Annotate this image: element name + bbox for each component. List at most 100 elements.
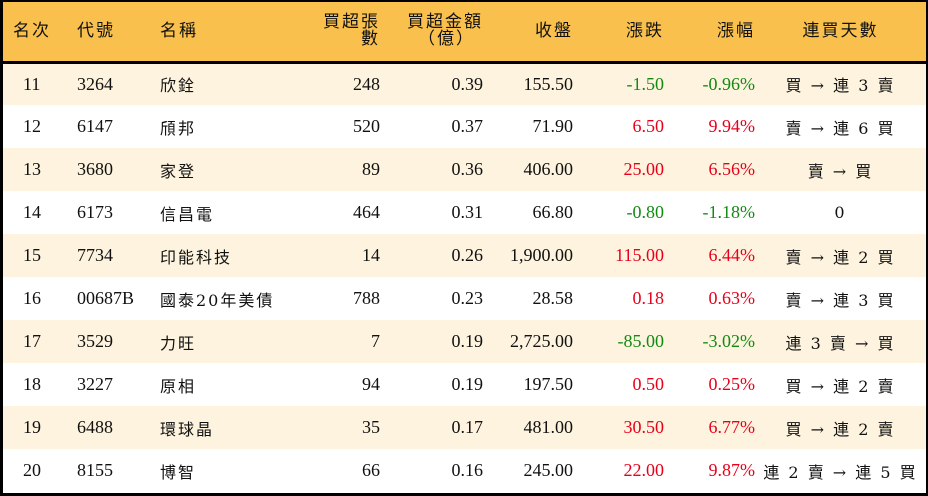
code-cell: 6173	[77, 202, 113, 222]
table-row: 17 3529 力旺 7 0.19 2,725.00 -85.00 -3.02%…	[3, 320, 926, 363]
streak-cell: 賣 → 連 3 買	[785, 290, 896, 310]
header-streak: 連買天數	[802, 20, 879, 41]
close-cell: 481.00	[523, 417, 574, 437]
net-buy-ranking-table: 名次 代號 名稱 買超張數 買超金額 （億） 收盤 漲跌 漲幅 連買天數 11 …	[3, 2, 926, 492]
rank-cell: 12	[23, 116, 41, 136]
table-row: 15 7734 印能科技 14 0.26 1,900.00 115.00 6.4…	[3, 234, 926, 277]
table-row: 13 3680 家登 89 0.36 406.00 25.00 6.56% 賣 …	[3, 148, 926, 191]
header-close: 收盤	[535, 20, 573, 41]
streak-cell: 買 → 連 2 賣	[785, 419, 896, 439]
streak-cell: 買 → 連 2 賣	[785, 376, 896, 396]
close-cell: 155.50	[523, 73, 574, 94]
change-pct-cell: 9.87%	[708, 460, 756, 480]
change-cell: 0.18	[632, 288, 665, 308]
change-pct-cell: -0.96%	[702, 73, 756, 94]
buy-volume-cell: 94	[362, 374, 380, 394]
close-cell: 1,900.00	[510, 245, 573, 265]
code-cell: 8155	[77, 460, 113, 480]
name-cell: 頎邦	[160, 118, 197, 138]
change-pct-cell: 0.25%	[708, 374, 756, 394]
buy-volume-cell: 520	[353, 116, 380, 136]
table-body: 11 3264 欣銓 248 0.39 155.50 -1.50 -0.96% …	[3, 62, 926, 492]
rank-cell: 11	[23, 73, 41, 94]
header-buy-amount-line1: 買超金額	[407, 12, 483, 33]
header-code: 代號	[77, 20, 115, 41]
rank-cell: 20	[23, 460, 41, 480]
name-cell: 原相	[160, 376, 197, 396]
streak-cell: 賣 → 連 2 買	[785, 247, 896, 267]
close-cell: 2,725.00	[510, 331, 573, 351]
buy-volume-cell: 66	[362, 460, 380, 480]
buy-amount-cell: 0.31	[451, 202, 484, 222]
streak-cell: 連 3 賣 → 買	[785, 333, 896, 353]
header-buy-amount-line2: （億）	[418, 29, 475, 50]
buy-volume-cell: 788	[353, 288, 380, 308]
header-row: 名次 代號 名稱 買超張數 買超金額 （億） 收盤 漲跌 漲幅 連買天數	[3, 2, 926, 62]
change-pct-cell: 6.44%	[708, 245, 756, 265]
rank-cell: 13	[23, 159, 41, 179]
rank-cell: 18	[23, 374, 41, 394]
change-cell: 30.50	[623, 417, 665, 437]
buy-amount-cell: 0.37	[451, 116, 484, 136]
rank-cell: 19	[23, 417, 41, 437]
header-change-pct: 漲幅	[717, 20, 755, 41]
header-buy-volume: 買超張數	[323, 12, 380, 50]
name-cell: 家登	[160, 161, 197, 181]
streak-cell: 賣 → 買	[807, 161, 874, 181]
buy-amount-cell: 0.17	[451, 417, 484, 437]
code-cell: 3529	[77, 331, 113, 351]
name-cell: 力旺	[160, 333, 197, 353]
name-cell: 信昌電	[160, 204, 215, 224]
name-cell: 印能科技	[160, 247, 233, 267]
buy-volume-cell: 35	[362, 417, 380, 437]
buy-amount-cell: 0.19	[451, 374, 484, 394]
name-cell: 欣銓	[160, 76, 197, 96]
header-change: 漲跌	[626, 20, 664, 41]
rank-cell: 15	[23, 245, 41, 265]
buy-amount-cell: 0.23	[451, 288, 484, 308]
table-row: 18 3227 原相 94 0.19 197.50 0.50 0.25% 買 →…	[3, 363, 926, 406]
change-cell: 22.00	[623, 460, 665, 480]
change-cell: -85.00	[617, 331, 665, 351]
buy-amount-cell: 0.19	[451, 331, 484, 351]
code-cell: 6147	[77, 116, 113, 136]
change-cell: 6.50	[632, 116, 665, 136]
code-cell: 7734	[77, 245, 113, 265]
close-cell: 197.50	[523, 374, 574, 394]
rank-cell: 16	[23, 288, 41, 308]
change-pct-cell: 9.94%	[708, 116, 756, 136]
change-cell: 25.00	[623, 159, 665, 179]
code-cell: 3264	[77, 73, 113, 94]
change-pct-cell: 0.63%	[708, 288, 756, 308]
change-cell: -1.50	[626, 73, 665, 94]
table-row: 19 6488 環球晶 35 0.17 481.00 30.50 6.77% 買…	[3, 406, 926, 449]
close-cell: 66.80	[532, 202, 574, 222]
streak-cell: 賣 → 連 6 買	[785, 118, 896, 138]
name-cell: 環球晶	[160, 419, 215, 439]
close-cell: 245.00	[523, 460, 574, 480]
change-cell: 0.50	[632, 374, 665, 394]
change-cell: 115.00	[615, 245, 664, 265]
close-cell: 28.58	[532, 288, 574, 308]
table-row: 20 8155 博智 66 0.16 245.00 22.00 9.87% 連 …	[3, 449, 926, 492]
buy-volume-cell: 464	[353, 202, 380, 222]
buy-amount-cell: 0.26	[451, 245, 484, 265]
streak-cell: 連 2 賣 → 連 5 買	[763, 462, 918, 482]
name-cell: 博智	[160, 462, 197, 482]
table-row: 16 00687B 國泰20年美債 788 0.23 28.58 0.18 0.…	[3, 277, 926, 320]
buy-amount-cell: 0.16	[451, 460, 484, 480]
header-buy-amount: 買超金額 （億）	[380, 2, 483, 62]
buy-volume-cell: 248	[353, 73, 380, 94]
buy-volume-cell: 7	[371, 331, 380, 351]
close-cell: 406.00	[523, 159, 574, 179]
code-cell: 00687B	[77, 288, 135, 308]
header-rank: 名次	[13, 20, 51, 41]
streak-cell: 0	[834, 203, 847, 222]
table-row: 11 3264 欣銓 248 0.39 155.50 -1.50 -0.96% …	[3, 62, 926, 105]
change-pct-cell: -1.18%	[702, 202, 756, 222]
buy-amount-cell: 0.36	[451, 159, 484, 179]
close-cell: 71.90	[532, 116, 574, 136]
rank-cell: 17	[23, 331, 41, 351]
buy-amount-cell: 0.39	[451, 73, 484, 94]
